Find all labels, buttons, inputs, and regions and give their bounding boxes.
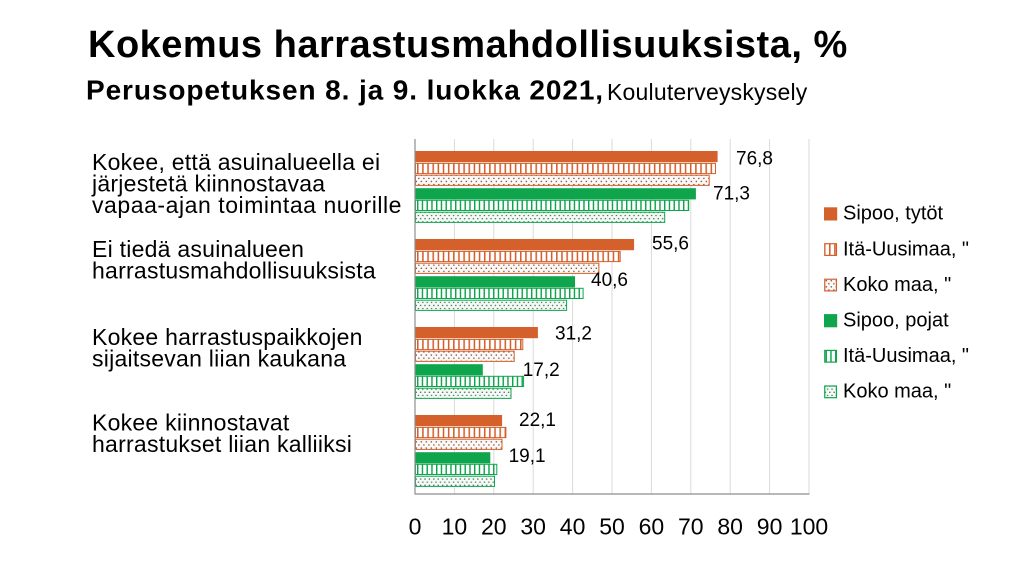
svg-text:60: 60 [639,514,665,540]
svg-text:järjestetä kiinnostavaa: järjestetä kiinnostavaa [91,170,325,196]
svg-text:50: 50 [599,514,625,540]
svg-text:20: 20 [481,514,507,540]
svg-text:Kokee, että asuinalueella ei: Kokee, että asuinalueella ei [92,149,380,175]
svg-text:0: 0 [409,514,422,540]
svg-text:Koko maa, ": Koko maa, " [843,274,951,296]
svg-text:10: 10 [442,514,468,540]
svg-text:80: 80 [717,514,743,540]
svg-text:76,8: 76,8 [736,148,773,169]
svg-text:30: 30 [520,514,546,540]
svg-text:harrastusmahdollisuuksista: harrastusmahdollisuuksista [92,258,376,284]
svg-text:17,2: 17,2 [523,360,560,381]
svg-text:Perusopetuksen 8. ja 9. luokka: Perusopetuksen 8. ja 9. luokka 2021, [86,75,604,106]
svg-text:Kokee kiinnostavat: Kokee kiinnostavat [92,409,290,435]
svg-text:Kokee harrastuspaikkojen: Kokee harrastuspaikkojen [92,324,363,350]
svg-text:71,3: 71,3 [713,184,750,205]
svg-text:31,2: 31,2 [555,323,592,344]
svg-text:Ei tiedä asuinalueen: Ei tiedä asuinalueen [92,236,304,262]
svg-text:Itä-Uusimaa, ": Itä-Uusimaa, " [843,238,969,260]
svg-text:Itä-Uusimaa, ": Itä-Uusimaa, " [843,345,969,367]
svg-text:harrastukset liian kalliiksi: harrastukset liian kalliiksi [92,431,352,457]
svg-text:Kokemus harrastusmahdollisuuks: Kokemus harrastusmahdollisuuksista, % [88,24,848,66]
svg-text:55,6: 55,6 [652,234,689,255]
svg-text:40: 40 [560,514,586,540]
svg-text:19,1: 19,1 [509,446,546,467]
svg-text:40,6: 40,6 [591,270,628,291]
svg-text:vapaa-ajan toimintaa nuorille: vapaa-ajan toimintaa nuorille [92,192,402,218]
svg-text:sijaitsevan liian kaukana: sijaitsevan liian kaukana [92,345,346,371]
svg-text:Koko maa, ": Koko maa, " [843,381,951,403]
svg-text:Kouluterveyskysely: Kouluterveyskysely [607,79,808,105]
svg-text:Sipoo, tytöt: Sipoo, tytöt [843,203,944,225]
svg-text:22,1: 22,1 [519,410,556,431]
svg-text:100: 100 [790,514,828,540]
svg-text:90: 90 [757,514,783,540]
svg-text:70: 70 [678,514,704,540]
svg-text:Sipoo, pojat: Sipoo, pojat [843,310,949,332]
